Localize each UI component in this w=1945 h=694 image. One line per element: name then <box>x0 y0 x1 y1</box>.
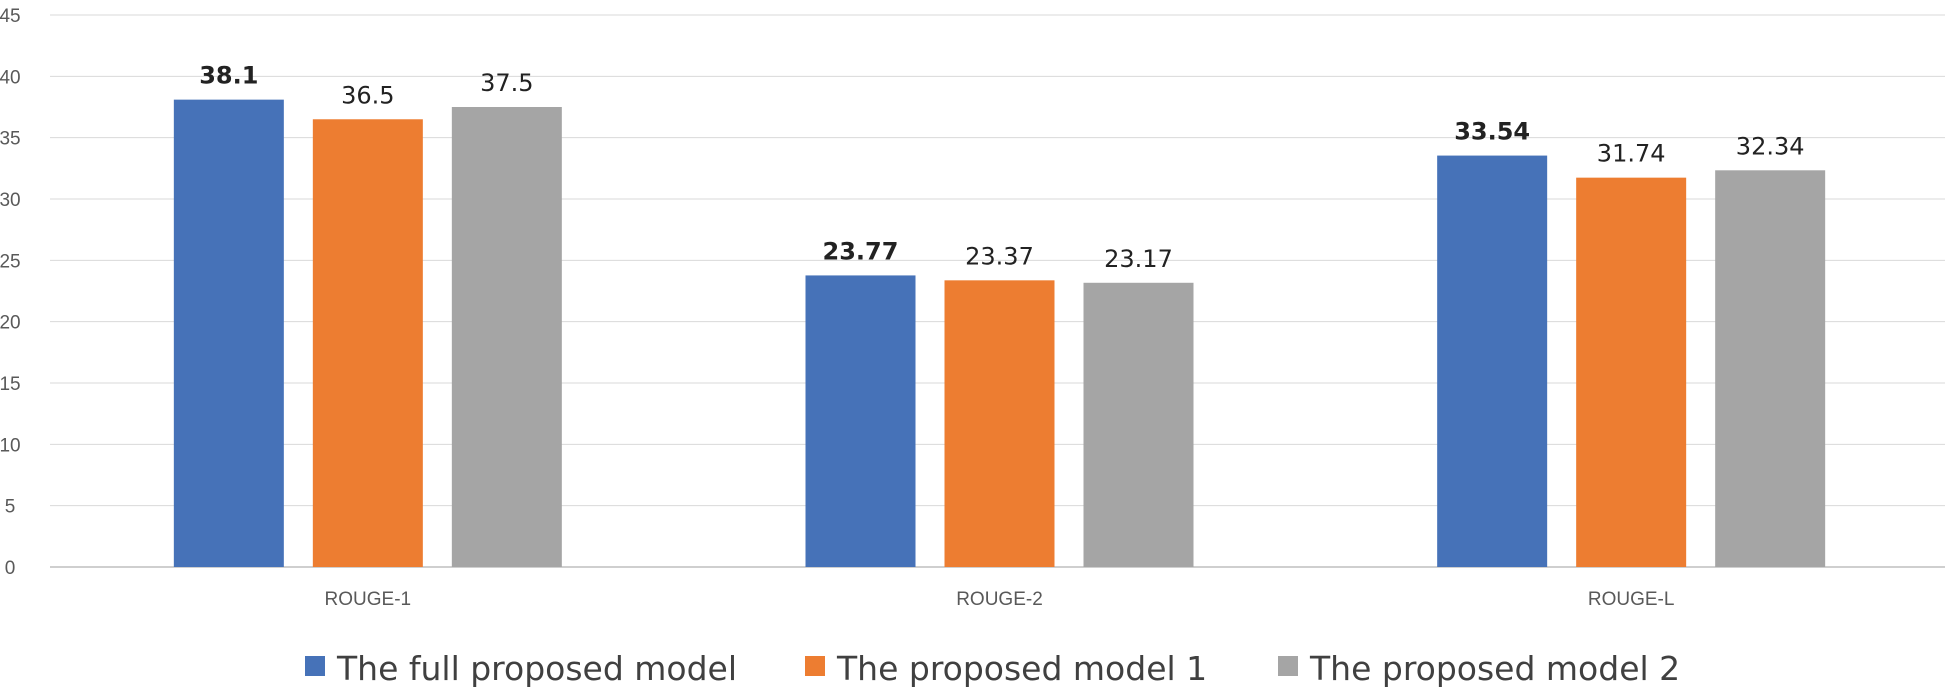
y-tick-label: 15 <box>0 374 21 395</box>
legend: The full proposed model The proposed mode… <box>305 649 1680 688</box>
legend-label: The proposed model 2 <box>1309 649 1680 688</box>
y-tick-label: 25 <box>0 251 21 272</box>
y-tick-label: 10 <box>0 435 21 456</box>
data-label: 23.17 <box>1104 245 1173 273</box>
bar-rouge-1-series-1 <box>173 99 284 567</box>
y-tick-label: 45 <box>0 6 21 27</box>
x-category-label: ROUGE-L <box>1588 589 1675 610</box>
legend-label: The full proposed model <box>336 649 737 688</box>
y-tick-label: 0 <box>5 558 16 579</box>
x-category-label: ROUGE-2 <box>956 589 1043 610</box>
data-label: 36.5 <box>341 81 394 109</box>
y-axis-ticks: 0 5 10 15 20 25 30 35 40 45 <box>0 6 21 579</box>
bar-rouge-1-series-2 <box>312 119 423 568</box>
bar-rouge-2-series-1 <box>805 275 916 567</box>
y-tick-label: 40 <box>0 67 21 88</box>
bar-rouge-1-series-3 <box>451 107 562 567</box>
data-label: 23.77 <box>823 237 899 265</box>
data-label: 23.37 <box>965 242 1034 270</box>
data-label: 38.1 <box>199 62 258 90</box>
data-labels: 38.1 36.5 37.5 23.77 23.37 23.17 33.54 31.74 32.… <box>199 62 1804 273</box>
data-label: 33.54 <box>1454 118 1530 146</box>
legend-swatch <box>805 656 825 676</box>
bar-rouge-l-series-2 <box>1576 177 1687 567</box>
data-label: 31.74 <box>1597 140 1666 168</box>
x-axis-categories: ROUGE-1 ROUGE-2 ROUGE-L <box>325 589 1675 610</box>
legend-label: The proposed model 1 <box>836 649 1207 688</box>
data-label: 37.5 <box>480 69 533 97</box>
bars <box>173 99 1826 568</box>
bar-rouge-l-series-1 <box>1437 155 1548 568</box>
y-tick-label: 5 <box>5 497 16 518</box>
legend-swatch <box>1278 656 1298 676</box>
y-tick-label: 20 <box>0 313 21 334</box>
y-tick-label: 30 <box>0 190 21 211</box>
y-tick-label: 35 <box>0 129 21 150</box>
bar-rouge-2-series-3 <box>1083 282 1194 567</box>
legend-swatch <box>305 656 325 676</box>
x-category-label: ROUGE-1 <box>325 589 412 610</box>
bar-rouge-2-series-2 <box>944 280 1055 567</box>
bar-rouge-l-series-3 <box>1715 170 1826 567</box>
data-label: 32.34 <box>1736 132 1805 160</box>
